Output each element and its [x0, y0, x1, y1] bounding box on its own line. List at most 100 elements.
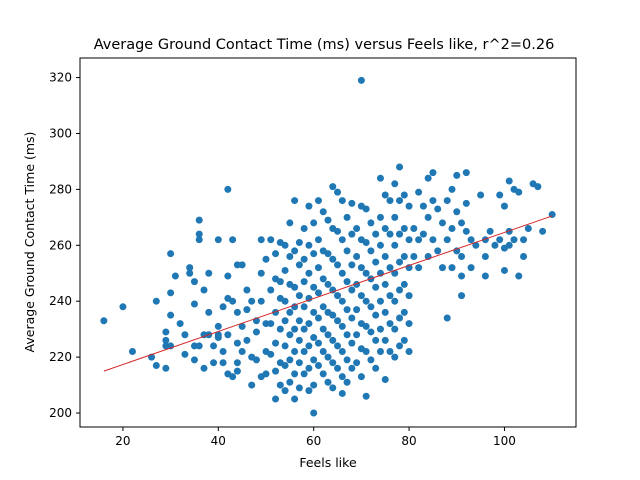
data-point: [195, 216, 203, 224]
data-point: [515, 272, 523, 280]
data-point: [243, 306, 251, 314]
y-tick-label: 280: [49, 182, 72, 196]
data-point: [486, 227, 494, 235]
data-point: [171, 272, 179, 280]
data-point: [329, 359, 337, 367]
data-point: [276, 381, 284, 389]
data-point: [357, 264, 365, 272]
data-point: [343, 331, 351, 339]
data-point: [458, 219, 466, 227]
data-point: [276, 325, 284, 333]
data-point: [314, 236, 322, 244]
data-point: [281, 266, 289, 274]
data-point: [415, 264, 423, 272]
data-point: [396, 197, 404, 205]
data-point: [400, 280, 408, 288]
data-point: [229, 297, 237, 305]
data-point: [181, 331, 189, 339]
data-point: [300, 225, 308, 233]
data-point: [210, 359, 218, 367]
data-point: [348, 314, 356, 322]
data-point: [281, 342, 289, 350]
data-point: [458, 292, 466, 300]
data-point: [353, 252, 361, 260]
data-point: [539, 227, 547, 235]
data-point: [381, 336, 389, 344]
data-point: [372, 336, 380, 344]
data-point: [295, 336, 303, 344]
data-point: [224, 272, 232, 280]
data-point: [376, 241, 384, 249]
data-point: [415, 236, 423, 244]
data-point: [353, 331, 361, 339]
data-point: [472, 241, 480, 249]
data-point: [376, 213, 384, 221]
data-point: [362, 297, 370, 305]
y-tick-label: 320: [49, 71, 72, 85]
data-point: [262, 370, 270, 378]
data-point: [295, 384, 303, 392]
data-point: [190, 278, 198, 286]
data-point: [348, 364, 356, 372]
data-point: [462, 227, 470, 235]
data-point: [310, 308, 318, 316]
data-point: [348, 261, 356, 269]
data-point: [186, 264, 194, 272]
data-point: [324, 331, 332, 339]
data-point: [272, 250, 280, 258]
data-point: [243, 286, 251, 294]
data-point: [396, 342, 404, 350]
data-point: [286, 308, 294, 316]
data-point: [281, 317, 289, 325]
data-point: [367, 247, 375, 255]
data-point: [458, 252, 466, 260]
data-point: [219, 303, 227, 311]
data-point: [162, 328, 170, 336]
data-point: [410, 225, 418, 233]
data-point: [319, 208, 327, 216]
data-point: [329, 183, 337, 191]
data-point: [319, 275, 327, 283]
data-point: [343, 247, 351, 255]
data-point: [400, 225, 408, 233]
data-point: [324, 216, 332, 224]
data-point: [205, 308, 213, 316]
data-point: [343, 356, 351, 364]
data-point: [353, 306, 361, 314]
data-point: [405, 320, 413, 328]
data-point: [305, 320, 313, 328]
data-point: [453, 171, 461, 179]
data-point: [295, 261, 303, 269]
data-point: [367, 356, 375, 364]
data-point: [334, 188, 342, 196]
data-point: [100, 317, 108, 325]
data-point: [372, 258, 380, 266]
data-point: [372, 283, 380, 291]
data-point: [214, 236, 222, 244]
data-point: [400, 252, 408, 260]
data-point: [305, 342, 313, 350]
trend-line: [103, 215, 553, 372]
data-point: [362, 348, 370, 356]
data-point: [319, 325, 327, 333]
data-point: [314, 289, 322, 297]
data-point: [443, 197, 451, 205]
x-tick-label: 20: [115, 434, 130, 448]
data-point: [291, 370, 299, 378]
data-point: [338, 297, 346, 305]
data-point: [405, 202, 413, 210]
data-point: [362, 205, 370, 213]
data-point: [314, 197, 322, 205]
data-point: [300, 303, 308, 311]
data-point: [238, 322, 246, 330]
data-point: [295, 292, 303, 300]
data-point: [305, 269, 313, 277]
data-point: [291, 395, 299, 403]
data-point: [281, 241, 289, 249]
data-point: [162, 336, 170, 344]
data-point: [391, 297, 399, 305]
data-point: [176, 320, 184, 328]
data-point: [295, 317, 303, 325]
data-point: [462, 169, 470, 177]
